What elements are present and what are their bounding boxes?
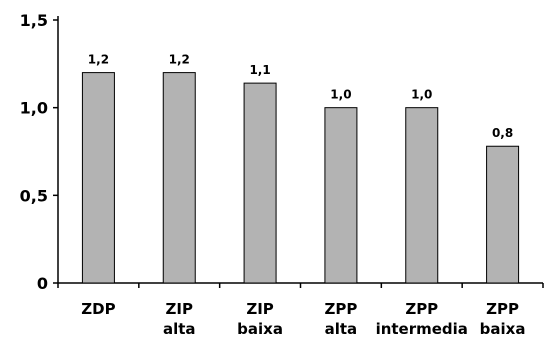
x-tick-label: ZPP: [405, 300, 438, 318]
x-tick-label: intermedia: [376, 320, 468, 338]
data-label: 1,0: [411, 88, 432, 102]
bar: [162, 72, 196, 284]
data-label: 1,2: [88, 53, 109, 67]
bar: [486, 145, 520, 284]
bar: [405, 107, 439, 284]
data-label: 0,8: [492, 126, 513, 140]
y-tick-label: 0: [37, 274, 48, 293]
data-label: 1,0: [330, 88, 351, 102]
x-tick-label: alta: [325, 320, 358, 338]
bar: [324, 107, 358, 284]
x-tick-label: ZIP: [166, 300, 193, 318]
data-label: 1,2: [169, 53, 190, 67]
chart-bars: [81, 72, 520, 284]
x-tick-label: baixa: [237, 320, 283, 338]
bar: [81, 72, 115, 284]
x-tick-label: ZDP: [81, 300, 115, 318]
bar: [243, 82, 277, 284]
data-label: 1,1: [249, 63, 270, 77]
x-tick-label: ZPP: [324, 300, 357, 318]
y-tick-label: 0,5: [20, 186, 48, 205]
x-tick-label: ZIP: [246, 300, 273, 318]
x-tick-label: alta: [163, 320, 196, 338]
chart-axes: 0 0,5 1,0 1,5: [20, 11, 544, 293]
y-tick-label: 1,0: [20, 99, 48, 118]
y-tick-label: 1,5: [20, 11, 48, 30]
x-tick-label: baixa: [480, 320, 526, 338]
chart-labels: 1,2 ZDP 1,2 ZIP alta 1,1 ZIP baixa 1,0 ZPP alta 1,0…: [81, 53, 525, 338]
x-tick-label: ZPP: [486, 300, 519, 318]
